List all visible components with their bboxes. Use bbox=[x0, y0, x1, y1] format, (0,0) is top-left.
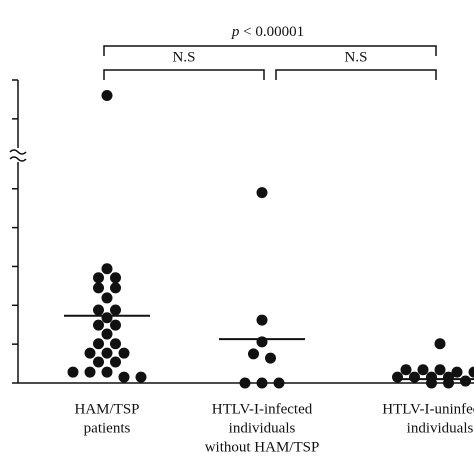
p-text: < 0.00001 bbox=[243, 24, 304, 40]
bracket-right bbox=[275, 69, 437, 80]
data-point bbox=[101, 90, 113, 102]
axis-break bbox=[9, 149, 27, 162]
data-point bbox=[93, 304, 104, 316]
data-point bbox=[101, 366, 113, 378]
data-point bbox=[460, 375, 471, 387]
p-symbol: p bbox=[231, 24, 240, 40]
data-point bbox=[256, 377, 268, 389]
data-point bbox=[256, 314, 268, 326]
data-point bbox=[118, 371, 130, 383]
data-point bbox=[101, 328, 113, 340]
data-point bbox=[93, 338, 104, 350]
x-tick-label: HTLV-I-uninfected bbox=[382, 401, 474, 417]
data-point bbox=[101, 292, 113, 304]
data-point bbox=[118, 347, 130, 359]
data-point bbox=[110, 319, 121, 331]
x-tick-label: HTLV-I-infected bbox=[212, 401, 313, 417]
data-point bbox=[451, 366, 463, 378]
data-point bbox=[392, 371, 403, 383]
data-point bbox=[426, 377, 437, 389]
data-point bbox=[256, 187, 268, 199]
data-point bbox=[248, 348, 259, 360]
data-point bbox=[93, 282, 104, 294]
data-point bbox=[110, 338, 121, 350]
x-tick-label: individuals bbox=[229, 420, 296, 436]
ns-label: N.S bbox=[345, 49, 368, 65]
x-tick-label: patients bbox=[84, 420, 131, 436]
x-tick-label: without HAM/TSP bbox=[205, 439, 320, 455]
data-point bbox=[239, 377, 251, 389]
data-point bbox=[93, 319, 104, 331]
ns-label: N.S bbox=[173, 49, 196, 65]
data-point bbox=[84, 347, 96, 359]
bracket-overall bbox=[103, 45, 437, 56]
data-point bbox=[110, 304, 121, 316]
data-point bbox=[67, 366, 79, 378]
data-point bbox=[101, 347, 113, 359]
data-point bbox=[417, 364, 429, 376]
bracket-left bbox=[103, 69, 265, 80]
data-point bbox=[93, 272, 104, 284]
x-tick-label: HAM/TSP bbox=[74, 401, 139, 417]
data-point bbox=[434, 338, 446, 350]
data-point bbox=[101, 312, 113, 324]
data-point bbox=[265, 352, 276, 364]
data-point bbox=[409, 371, 420, 383]
data-point bbox=[135, 371, 147, 383]
p-value: p < 0.00001 bbox=[231, 24, 304, 40]
data-point bbox=[101, 263, 113, 275]
x-tick-label: individuals bbox=[407, 420, 474, 436]
data-point bbox=[93, 356, 104, 368]
data-point bbox=[110, 282, 121, 294]
data-point bbox=[84, 366, 96, 378]
data-point bbox=[256, 336, 268, 348]
data-point bbox=[468, 366, 474, 378]
data-point bbox=[110, 356, 121, 368]
data-point bbox=[443, 377, 454, 389]
data-point bbox=[110, 272, 121, 284]
data-point bbox=[273, 377, 285, 389]
data-point bbox=[434, 364, 446, 376]
data-point bbox=[400, 364, 412, 376]
axis-break-gap bbox=[8, 148, 28, 162]
